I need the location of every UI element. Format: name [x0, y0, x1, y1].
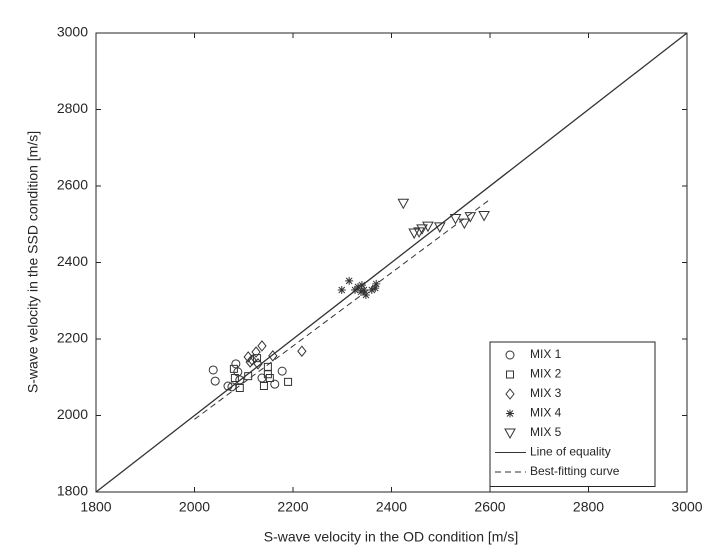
legend-marker — [506, 409, 514, 418]
point — [257, 340, 267, 352]
x-tick-label: 2600 — [474, 499, 505, 515]
point — [359, 286, 368, 295]
point — [259, 382, 268, 391]
point — [337, 286, 346, 295]
fit-line — [194, 198, 491, 420]
y-tick-label: 2200 — [57, 330, 88, 346]
y-axis-title: S-wave velocity in the SSD condition [m/… — [25, 131, 41, 393]
x-tick-label: 2400 — [376, 499, 407, 515]
point — [297, 345, 307, 358]
point — [251, 346, 261, 358]
x-tick-label: 3000 — [671, 499, 702, 515]
point — [208, 365, 218, 375]
x-tick-label: 2200 — [277, 499, 308, 515]
y-tick-label: 3000 — [57, 24, 88, 40]
point — [345, 276, 354, 285]
legend: MIX 1 MIX 2 MIX 3 MIX 4 MIX 5 Line of equalit… — [489, 341, 656, 487]
y-tick-label: 2600 — [57, 177, 88, 193]
point — [422, 221, 434, 233]
legend-marker — [504, 428, 516, 440]
point — [243, 351, 253, 363]
x-axis-title: S-wave velocity in the OD condition [m/s… — [264, 529, 518, 545]
point — [367, 286, 376, 295]
point — [397, 198, 410, 210]
legend-marker — [506, 370, 514, 379]
point — [478, 210, 490, 222]
point — [253, 358, 263, 370]
legend-label: MIX 3 — [530, 386, 562, 400]
point — [277, 366, 287, 376]
y-tick-label: 2400 — [57, 253, 88, 269]
legend-label: MIX 2 — [530, 367, 562, 381]
point — [416, 224, 428, 235]
y-tick-label: 2000 — [57, 406, 88, 422]
point — [229, 364, 238, 373]
x-tick-label: 2000 — [179, 499, 210, 515]
legend-label: Line of equality — [530, 445, 611, 459]
point — [284, 377, 293, 386]
point — [354, 282, 363, 291]
point — [268, 350, 278, 362]
legend-marker — [505, 350, 515, 360]
point — [371, 284, 380, 293]
y-tick-label: 2800 — [57, 100, 88, 116]
x-tick-label: 1800 — [80, 499, 111, 515]
point — [464, 212, 477, 223]
y-tick-label: 1800 — [57, 483, 88, 499]
point — [458, 218, 471, 230]
point — [235, 383, 244, 392]
point — [210, 376, 220, 386]
point — [372, 279, 381, 288]
legend-label: MIX 5 — [530, 425, 562, 439]
legend-marker — [505, 388, 515, 400]
legend-label: MIX 1 — [530, 347, 562, 361]
x-tick-label: 2800 — [573, 499, 604, 515]
point — [265, 374, 274, 383]
legend-label: MIX 4 — [530, 406, 562, 420]
fit-line — [95, 32, 688, 493]
legend-box — [489, 341, 656, 487]
point — [235, 375, 245, 385]
point — [231, 359, 241, 369]
legend-label: Best-fitting curve — [530, 464, 620, 478]
point — [361, 291, 370, 300]
point — [356, 287, 365, 296]
point — [449, 214, 462, 225]
point — [245, 356, 255, 368]
